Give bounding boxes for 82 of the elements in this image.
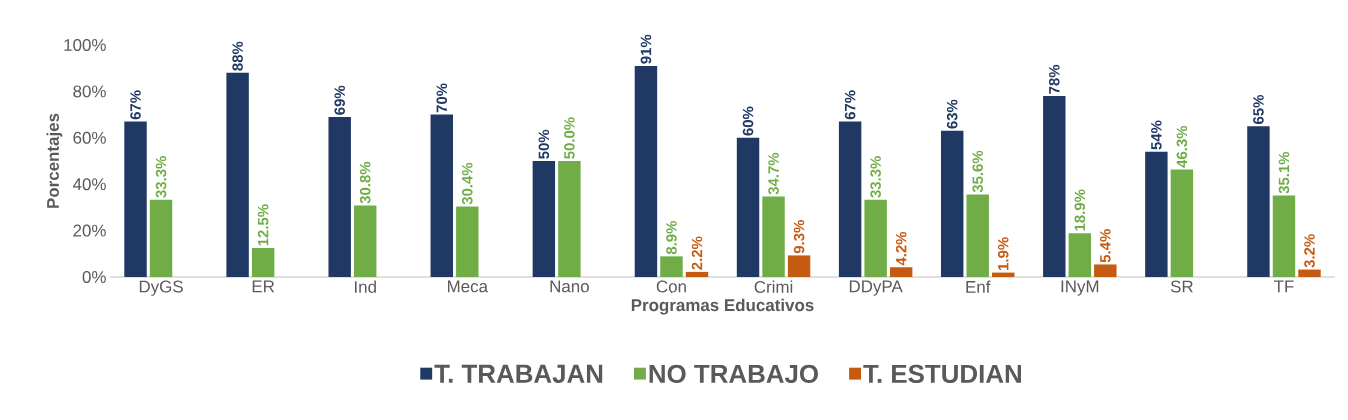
bar [558,161,581,277]
data-label: 8.9% [666,220,677,255]
x-tick-label: SR [1170,280,1193,293]
y-axis-title: Porcentajes [46,113,63,208]
data-label: 12.5% [257,204,269,246]
legend-label: NO TRABAJO [649,364,818,384]
bar [456,206,479,277]
data-label: 50% [538,129,550,159]
bar [1272,195,1296,277]
bar [685,271,709,277]
data-label: 2.2% [691,236,703,270]
x-tick-label: DDyPA [849,280,903,296]
data-label: 60% [742,106,754,136]
data-label: 78% [1048,64,1060,94]
bar [328,116,351,277]
bar [124,121,147,277]
bar [532,161,556,277]
y-tick-label: 0% [82,271,106,283]
bar [251,248,275,277]
y-tick-label: 20% [73,224,106,237]
bar [762,196,785,277]
x-tick-label: INyM [1061,280,1099,296]
bar [430,114,453,277]
legend-label: T. ESTUDIAN [863,364,1021,384]
data-label: 34.7% [768,152,779,195]
y-tick-label: 60% [73,131,106,144]
x-axis-title: Programas Educativos [631,298,814,315]
bar [864,199,887,277]
data-label: 33.3% [155,156,167,198]
data-label: 88% [232,41,243,71]
bar [889,267,913,277]
data-label: 50.0% [564,117,575,159]
x-tick-label: Con [656,280,686,293]
data-label: 30.4% [461,162,473,205]
x-tick-label: Ind [355,280,376,293]
bar [1043,96,1066,277]
data-label: 9.3% [793,220,805,254]
x-tick-label: Crimi [754,280,793,293]
bar [1094,264,1117,277]
data-label: 46.3% [1176,125,1188,168]
bar [838,121,862,277]
bar [787,255,811,277]
data-label: 35.1% [1278,151,1290,194]
bar [1247,126,1270,277]
bar [1298,269,1321,277]
data-label: 35.6% [972,150,984,193]
data-label: 30.8% [359,161,371,204]
data-label: 67% [130,90,141,120]
y-tick-label: 100% [64,39,106,51]
bar [736,137,760,277]
bar [660,256,683,277]
data-label: 65% [1253,94,1264,124]
bar [149,199,173,277]
bar [1170,169,1194,277]
bar [1145,151,1168,277]
bar [353,205,377,277]
x-tick-label: Nano [550,280,589,293]
data-label: 1.9% [997,237,1009,270]
data-label: 54% [1151,120,1162,150]
bar [1068,233,1092,277]
bar [966,194,989,277]
x-tick-label: Enf [966,280,991,293]
x-tick-label: Meca [447,280,488,293]
data-label: 5.4% [1100,229,1111,263]
bar [634,65,658,277]
data-label: 33.3% [870,156,881,198]
x-tick-label: TF [1274,280,1294,293]
y-tick-label: 40% [72,178,106,191]
data-label: 18.9% [1074,189,1086,231]
y-tick-label: 80% [73,85,106,98]
data-label: 4.2% [895,231,907,266]
bar [226,72,249,277]
data-label: 70% [436,83,448,113]
data-label: 63% [946,99,958,129]
data-label: 91% [640,34,652,64]
legend-label: T. TRABAJAN [434,364,603,383]
data-label: 3.2% [1304,234,1315,268]
x-tick-label: DyGS [139,280,183,296]
data-label: 67% [844,90,856,120]
data-label: 69% [334,85,345,115]
x-tick-label: ER [252,280,275,293]
bar [940,130,964,277]
